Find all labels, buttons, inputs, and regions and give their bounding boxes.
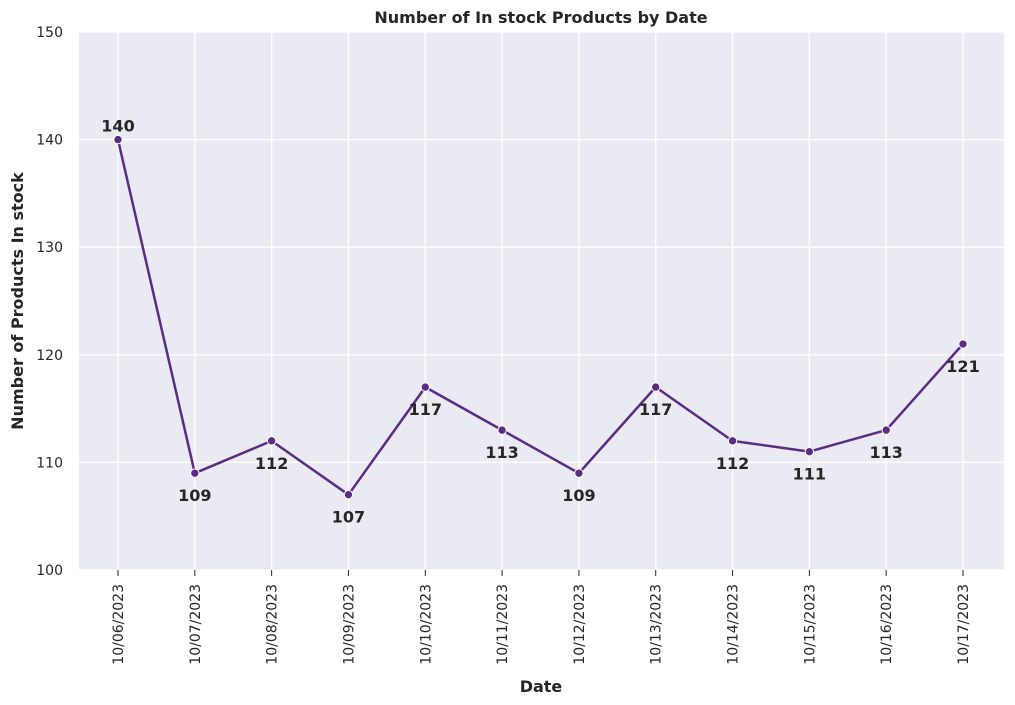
plot-background <box>79 32 1004 570</box>
x-tick-label: 10/10/2023 <box>418 584 434 665</box>
y-tick-label: 120 <box>36 348 63 364</box>
data-label: 112 <box>716 454 749 473</box>
x-tick-label: 10/07/2023 <box>188 584 204 665</box>
data-label: 107 <box>332 508 365 527</box>
data-label: 112 <box>255 454 288 473</box>
y-axis-ticks: 100 110 120 130 140 150 <box>36 25 63 579</box>
data-point <box>343 489 354 500</box>
data-point <box>804 446 815 457</box>
x-tick-label: 10/15/2023 <box>802 584 818 665</box>
x-tick-label: 10/17/2023 <box>956 584 972 665</box>
grid-lines <box>79 31 1004 571</box>
x-axis-label: Date <box>520 677 563 696</box>
data-label: 113 <box>869 443 902 462</box>
data-label: 109 <box>562 486 595 505</box>
data-point <box>958 339 968 349</box>
data-point <box>497 425 507 435</box>
data-point <box>574 468 584 478</box>
data-point <box>881 425 891 435</box>
data-point <box>420 382 430 392</box>
y-tick-label: 140 <box>36 133 63 149</box>
y-tick-label: 130 <box>36 240 63 256</box>
x-tick-label: 10/14/2023 <box>726 584 742 665</box>
data-label: 121 <box>946 357 979 376</box>
data-point <box>113 134 123 145</box>
data-point <box>727 436 738 446</box>
y-axis-label: Number of Products In stock <box>8 172 27 430</box>
data-label: 117 <box>409 400 442 419</box>
chart-title: Number of In stock Products by Date <box>374 8 707 27</box>
y-tick-label: 110 <box>36 455 63 471</box>
data-label: 113 <box>485 443 518 462</box>
x-tick-label: 10/06/2023 <box>111 584 127 665</box>
data-point <box>651 382 661 392</box>
data-points <box>113 134 968 500</box>
data-label: 111 <box>793 465 826 484</box>
y-tick-label: 150 <box>36 25 63 41</box>
data-label: 109 <box>178 486 211 505</box>
data-label: 140 <box>101 117 134 136</box>
x-tick-label: 10/09/2023 <box>341 584 357 665</box>
x-tick-label: 10/13/2023 <box>649 584 665 665</box>
data-labels: 140 109 112 107 117 113 109 117 112 111 113 121 <box>101 117 979 527</box>
y-tick-label: 100 <box>36 563 63 579</box>
x-axis-ticks: 10/06/2023 10/07/2023 10/08/2023 10/09/2023… <box>111 570 972 665</box>
data-label: 117 <box>639 400 672 419</box>
x-tick-label: 10/08/2023 <box>265 584 281 665</box>
x-tick-label: 10/12/2023 <box>572 584 588 665</box>
x-tick-label: 10/16/2023 <box>879 584 895 665</box>
data-point <box>190 468 200 478</box>
series-line <box>116 139 964 496</box>
x-tick-label: 10/11/2023 <box>495 584 511 665</box>
data-point <box>266 436 277 446</box>
